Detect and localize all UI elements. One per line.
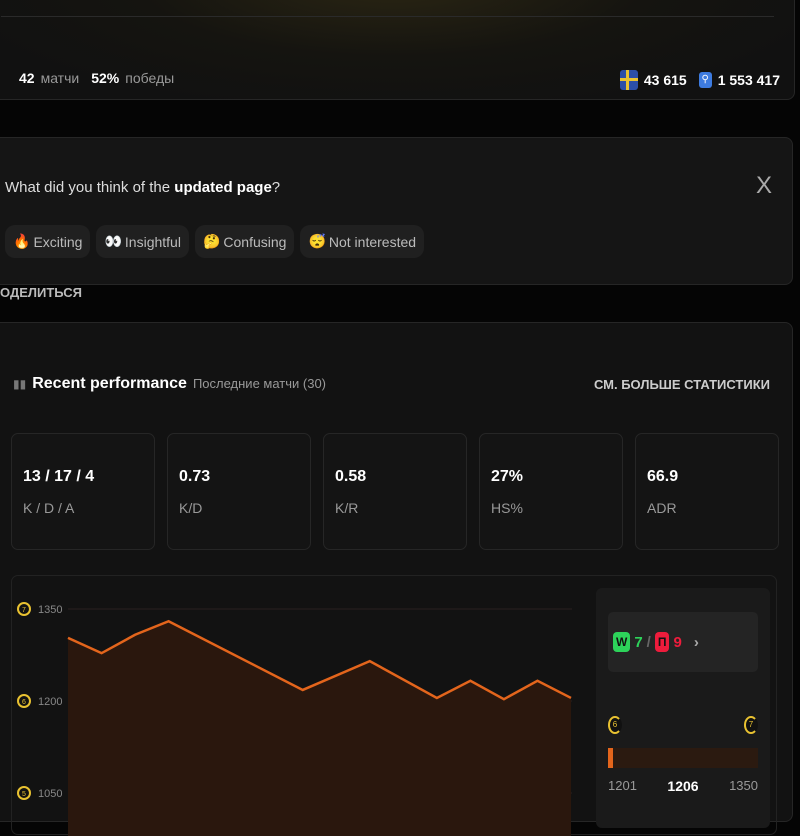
feedback-insightful[interactable]: 👀Insightful: [96, 225, 188, 258]
feedback-confusing[interactable]: 🤔Confusing: [195, 225, 294, 258]
match-stats: 42 матчи 52% победы: [19, 70, 174, 86]
level-7-icon: 7: [744, 716, 758, 734]
winrate-label: победы: [125, 70, 174, 86]
wins-count: 7: [634, 634, 642, 651]
win-badge: W: [613, 632, 630, 652]
performance-subtitle: Последние матчи (30): [193, 376, 326, 391]
level-label: 5: [22, 791, 26, 798]
chevron-right-icon: ›: [694, 634, 699, 651]
region-icon: ⚲: [699, 72, 712, 88]
y-tick-label: 1200: [38, 696, 62, 708]
elo-min: 1201: [608, 778, 637, 794]
rankings: 43 615 ⚲ 1 553 417: [620, 70, 780, 90]
region-rank[interactable]: 1 553 417: [718, 72, 780, 88]
matches-label: матчи: [41, 70, 80, 86]
elo-max: 1350: [729, 778, 758, 794]
level-label: 6: [22, 699, 26, 706]
feedback-card: What did you think of the updated page? …: [0, 137, 793, 285]
feedback-not-interested[interactable]: 😴Not interested: [300, 225, 424, 258]
elo-chart-svg: 1350 7 1200 6 1050 5: [12, 576, 592, 836]
winrate: 52%: [91, 70, 119, 86]
elo-current: 1206: [667, 778, 698, 794]
share-button[interactable]: ОДЕЛИТЬСЯ: [0, 285, 82, 300]
elo-progress-bar: [608, 748, 758, 768]
elo-area: [68, 621, 571, 836]
feedback-exciting[interactable]: 🔥Exciting: [5, 225, 90, 258]
fire-icon: 🔥: [13, 233, 30, 250]
performance-card: ▮▮ Recent performance Последние матчи (30)…: [0, 322, 793, 822]
divider: [1, 16, 774, 17]
losses-count: 9: [673, 634, 681, 651]
more-stats-link[interactable]: СМ. БОЛЬШЕ СТАТИСТИКИ: [594, 377, 770, 392]
feedback-question: What did you think of the updated page?: [5, 179, 280, 196]
country-rank[interactable]: 43 615: [644, 72, 687, 88]
matches-count: 42: [19, 70, 35, 86]
eyes-icon: 👀: [104, 233, 121, 250]
sweden-flag-icon: [620, 70, 638, 90]
sleepy-icon: 😴: [308, 233, 325, 250]
loss-badge: П: [655, 632, 670, 652]
performance-title: Recent performance: [32, 375, 187, 393]
bar-chart-icon: ▮▮: [13, 377, 26, 391]
close-button[interactable]: X: [756, 172, 772, 200]
y-tick-label: 1350: [38, 604, 62, 616]
thinking-icon: 🤔: [203, 233, 220, 250]
level-label: 7: [22, 607, 26, 614]
y-tick-label: 1050: [38, 788, 62, 800]
stat-tile-hs: 27%HS%: [479, 433, 623, 550]
level-6-icon: 6: [608, 716, 622, 734]
